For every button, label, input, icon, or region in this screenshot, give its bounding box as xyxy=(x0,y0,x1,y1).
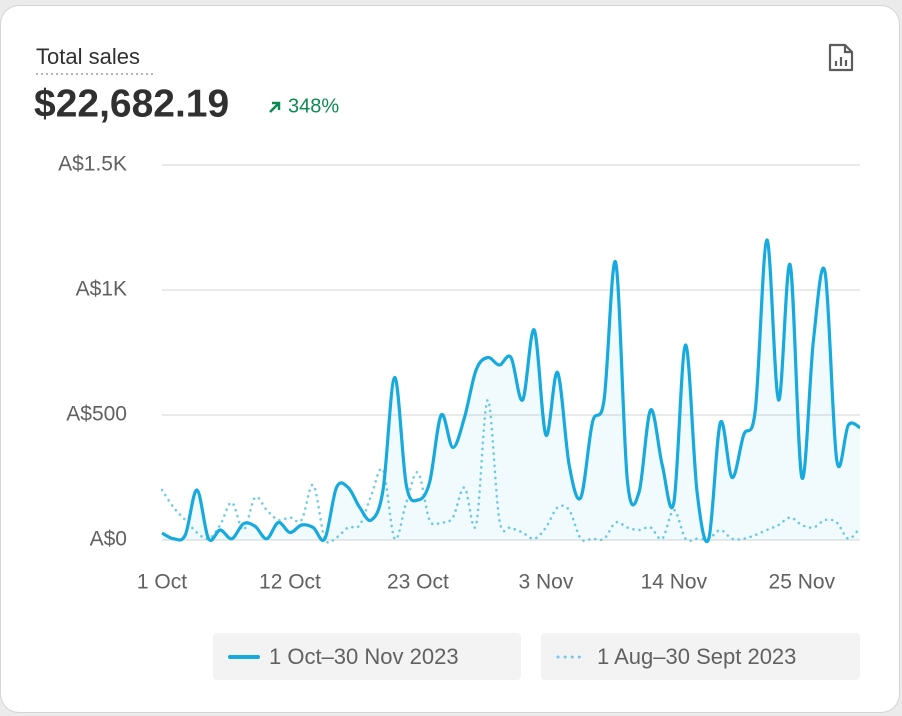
x-tick-label: 3 Nov xyxy=(518,571,573,594)
card-title: Total sales xyxy=(36,44,140,69)
y-tick-label: A$0 xyxy=(90,528,127,551)
y-tick-label: A$500 xyxy=(66,403,127,426)
legend-label: 1 Aug–30 Sept 2023 xyxy=(597,644,796,669)
x-tick-label: 14 Nov xyxy=(641,571,708,594)
total-value: $22,682.19 xyxy=(34,82,229,125)
chart: Total sales $22,682.19 348% A$0 A$500 A$1K… xyxy=(34,43,862,680)
trend-arrow xyxy=(269,101,281,113)
report-icon[interactable] xyxy=(828,43,854,72)
change-percent: 348% xyxy=(288,95,339,117)
line xyxy=(161,238,861,543)
x-tick-label: 25 Nov xyxy=(769,571,836,594)
area xyxy=(162,239,860,542)
x-tick-label: 23 Oct xyxy=(387,571,449,594)
line xyxy=(160,398,862,544)
x-tick-label: 1 Oct xyxy=(137,571,187,594)
legend-label: 1 Oct–30 Nov 2023 xyxy=(269,644,459,669)
y-tick-label: A$1K xyxy=(76,278,127,301)
x-tick-label: 12 Oct xyxy=(259,571,321,594)
sales-card: Total sales $22,682.19 348% A$0 A$500 A$1K… xyxy=(1,6,899,712)
legend-box[interactable] xyxy=(541,633,860,680)
legend-box[interactable] xyxy=(213,633,521,680)
y-tick-label: A$1.5K xyxy=(58,153,127,176)
